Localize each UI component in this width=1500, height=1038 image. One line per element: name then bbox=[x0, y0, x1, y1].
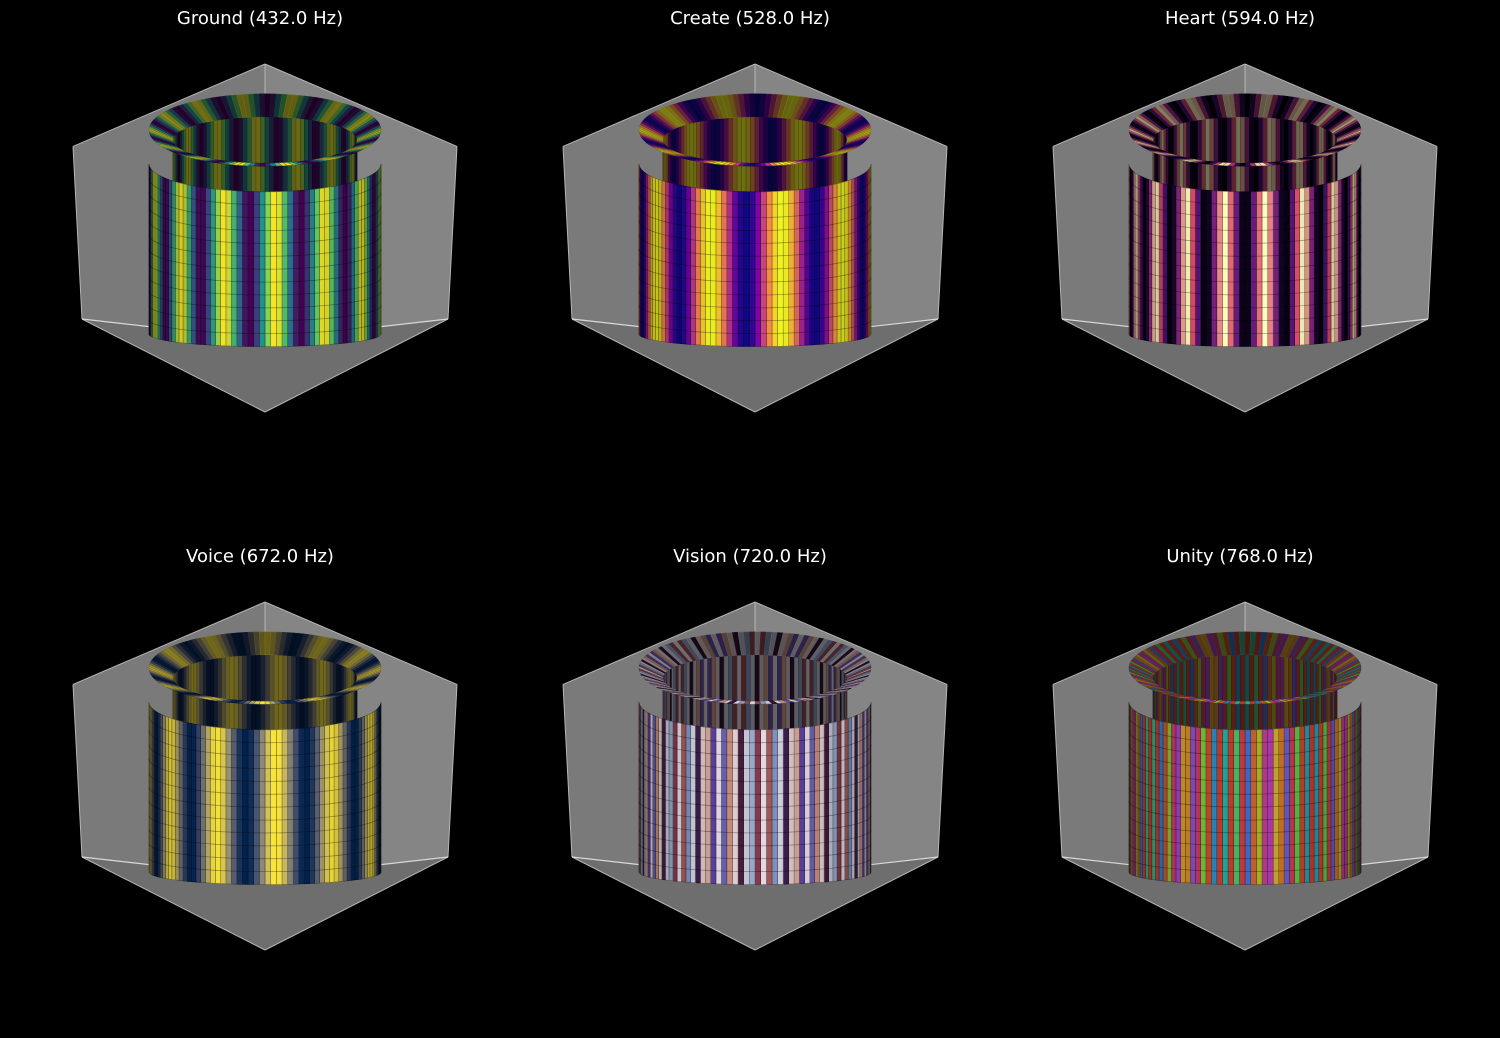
rim-band bbox=[265, 701, 271, 704]
torus-surface bbox=[639, 94, 871, 347]
chart-panel-heart: Heart (594.0 Hz) bbox=[990, 0, 1490, 500]
torus-surface bbox=[639, 632, 871, 885]
chart-panel-voice: Voice (672.0 Hz) bbox=[10, 538, 510, 1038]
rim-band bbox=[1239, 94, 1245, 117]
plot-area bbox=[500, 0, 1000, 500]
rim-band bbox=[265, 163, 271, 166]
rim-band bbox=[1245, 163, 1251, 166]
plot-area bbox=[990, 0, 1490, 500]
plot-area bbox=[10, 538, 510, 1038]
chart-panel-ground: Ground (432.0 Hz) bbox=[10, 0, 510, 500]
chart-panel-create: Create (528.0 Hz) bbox=[500, 0, 1000, 500]
torus-surface bbox=[1129, 94, 1361, 347]
rim-band bbox=[749, 94, 755, 117]
torus-surface bbox=[149, 94, 381, 347]
chart-panel-unity: Unity (768.0 Hz) bbox=[990, 538, 1490, 1038]
torus-surface bbox=[1129, 632, 1361, 885]
plot-area bbox=[10, 0, 510, 500]
plot-area bbox=[500, 538, 1000, 1038]
rim-band bbox=[259, 94, 265, 117]
rim-band bbox=[755, 701, 761, 704]
rim-band bbox=[1245, 701, 1251, 704]
rim-band bbox=[1239, 632, 1245, 655]
plot-area bbox=[990, 538, 1490, 1038]
rim-band bbox=[749, 632, 755, 655]
rim-band bbox=[259, 632, 265, 655]
torus-surface bbox=[149, 632, 381, 885]
rim-band bbox=[755, 163, 761, 166]
chart-panel-vision: Vision (720.0 Hz) bbox=[500, 538, 1000, 1038]
